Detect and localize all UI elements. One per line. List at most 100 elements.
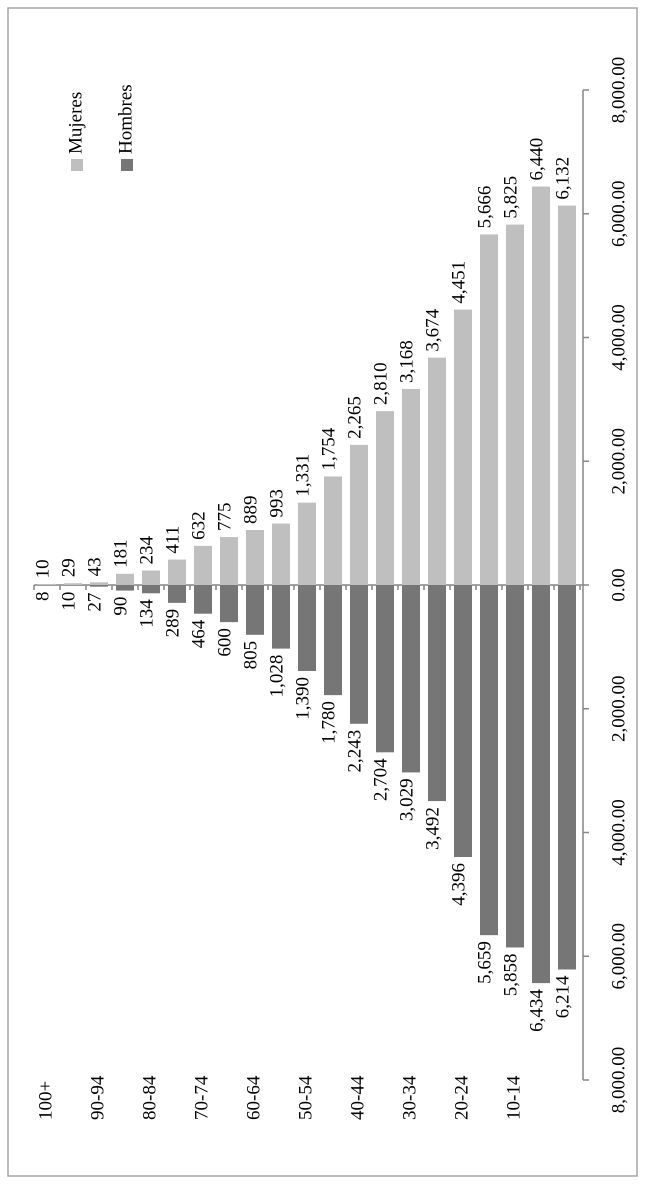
- value-label: 6,440: [526, 138, 547, 181]
- value-label: 889: [240, 495, 261, 524]
- bar: [428, 357, 446, 585]
- value-label: 1,028: [266, 655, 287, 698]
- y-tick-label: 2,000.00: [608, 676, 629, 743]
- y-tick-label: 4,000.00: [608, 304, 629, 371]
- bar: [454, 585, 472, 858]
- bar: [142, 570, 160, 585]
- bar: [480, 584, 498, 936]
- value-label: 3,674: [422, 308, 443, 351]
- bar: [532, 584, 550, 984]
- y-tick-label: 0.00: [608, 568, 629, 601]
- value-label: 6,132: [552, 157, 573, 200]
- value-label: 411: [162, 526, 183, 554]
- bar: [272, 523, 290, 585]
- bar: [116, 573, 134, 585]
- value-label: 993: [266, 489, 287, 518]
- value-label: 5,666: [474, 186, 495, 229]
- value-label: 4,451: [448, 261, 469, 304]
- category-label: 80-84: [139, 1075, 160, 1120]
- legend-label: Hombres: [115, 84, 136, 154]
- bar: [246, 585, 264, 635]
- value-label: 4,396: [448, 863, 469, 906]
- bar: [376, 585, 394, 753]
- value-label: 1,754: [318, 427, 339, 470]
- bar: [64, 585, 82, 586]
- category-label: 20-24: [451, 1075, 472, 1120]
- value-label: 2,810: [370, 362, 391, 405]
- bar: [402, 388, 420, 585]
- category-label: 10-14: [503, 1075, 524, 1120]
- bar: [220, 537, 238, 585]
- value-label: 5,659: [474, 941, 495, 984]
- bar: [324, 476, 342, 585]
- category-label: 60-64: [243, 1075, 264, 1120]
- bar: [142, 585, 160, 594]
- value-label: 805: [240, 641, 261, 670]
- value-label: 10: [32, 559, 53, 578]
- value-label: 775: [214, 503, 235, 532]
- bar: [168, 559, 186, 585]
- value-label: 6,214: [552, 975, 573, 1018]
- value-label: 632: [188, 511, 209, 540]
- value-label: 3,492: [422, 807, 443, 850]
- value-label: 289: [162, 609, 183, 638]
- category-label: 30-34: [399, 1075, 420, 1120]
- bar: [90, 582, 108, 585]
- value-label: 1,331: [292, 454, 313, 497]
- value-label: 5,825: [500, 176, 521, 219]
- category-label: 40-44: [347, 1075, 368, 1120]
- bar: [64, 583, 82, 585]
- value-label: 2,243: [344, 730, 365, 773]
- bar: [220, 585, 238, 623]
- bar: [38, 584, 56, 585]
- category-label: 50-54: [295, 1075, 316, 1120]
- value-label: 464: [188, 619, 209, 648]
- legend-swatch: [121, 159, 133, 171]
- bar: [532, 186, 550, 585]
- bar: [324, 585, 342, 696]
- bar: [168, 585, 186, 603]
- bar: [558, 585, 576, 970]
- value-label: 5,858: [500, 953, 521, 996]
- bar: [506, 224, 524, 585]
- value-label: 1,390: [292, 677, 313, 720]
- value-label: 90: [110, 597, 131, 616]
- category-label: 100+: [35, 1081, 56, 1120]
- value-label: 27: [84, 593, 105, 612]
- value-label: 234: [136, 536, 157, 565]
- bar: [350, 444, 368, 585]
- bar: [272, 584, 290, 649]
- bar: [90, 585, 108, 587]
- value-label: 1,780: [318, 701, 339, 744]
- y-tick-label: 8,000.00: [608, 57, 629, 124]
- category-label: 90-94: [87, 1075, 108, 1120]
- bar: [350, 584, 368, 724]
- category-label: 70-74: [191, 1075, 212, 1120]
- value-label: 2,265: [344, 396, 365, 439]
- y-tick-label: 8,000.00: [608, 1047, 629, 1114]
- bar: [558, 205, 576, 585]
- value-label: 3,029: [396, 778, 417, 821]
- bar: [506, 585, 524, 948]
- bar: [298, 584, 316, 672]
- y-tick-label: 4,000.00: [608, 799, 629, 866]
- y-tick-label: 6,000.00: [608, 181, 629, 248]
- value-label: 29: [58, 558, 79, 577]
- bar: [402, 585, 420, 773]
- value-label: 134: [136, 599, 157, 628]
- bar: [194, 545, 212, 585]
- legend-label: Mujeres: [65, 92, 86, 154]
- value-label: 181: [110, 539, 131, 568]
- bar: [428, 585, 446, 802]
- bar: [116, 584, 134, 591]
- value-label: 3,168: [396, 340, 417, 383]
- bar: [194, 585, 212, 614]
- value-label: 600: [214, 628, 235, 657]
- value-label: 6,434: [526, 989, 547, 1032]
- plot: 8,000.00 6,000.00 4,000.00 2,000.00 0.00 2,00…: [32, 57, 629, 1120]
- value-label: 10: [58, 592, 79, 611]
- bar: [246, 529, 264, 585]
- bar: [454, 309, 472, 585]
